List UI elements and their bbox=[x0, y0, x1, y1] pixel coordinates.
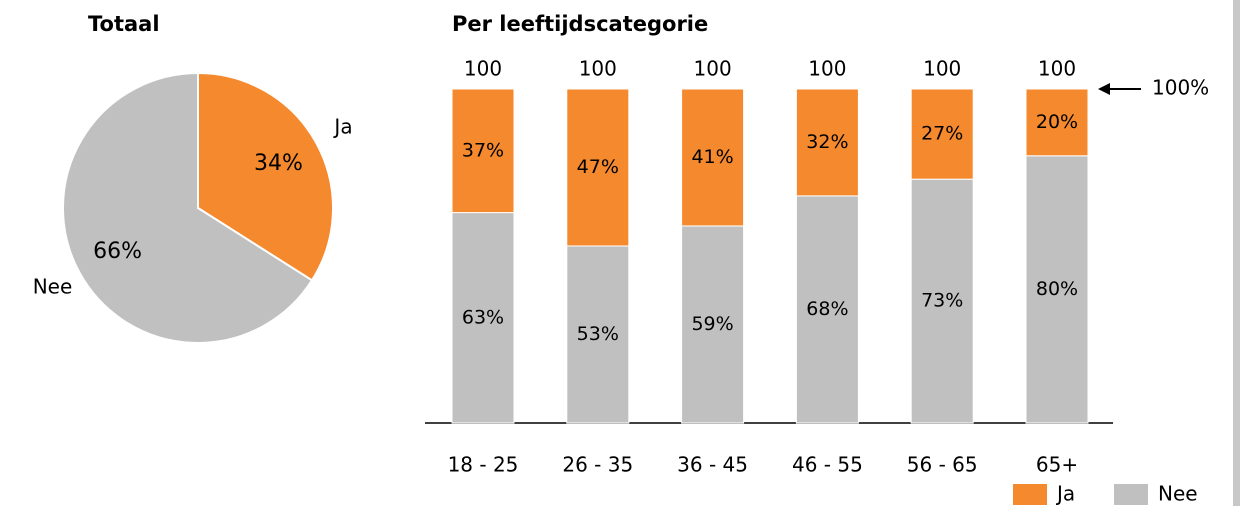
bar-value-label: 73% bbox=[921, 290, 963, 312]
bar-value-label: 32% bbox=[806, 131, 848, 153]
bar-segment bbox=[910, 178, 974, 424]
bar-segment bbox=[451, 212, 515, 424]
x-tick-label: 18 - 25 bbox=[448, 453, 519, 477]
scrollbar bbox=[1233, 0, 1240, 506]
bar-value-label: 20% bbox=[1036, 111, 1078, 133]
bar-segment bbox=[1025, 88, 1089, 157]
x-tick-label: 65+ bbox=[1036, 453, 1078, 477]
legend-swatch bbox=[1013, 484, 1047, 505]
bar-segment bbox=[795, 195, 859, 424]
x-tick-label: 26 - 35 bbox=[562, 453, 633, 477]
bar-value-label: 80% bbox=[1036, 278, 1078, 300]
bar-title: Per leeftijdscategorie bbox=[452, 12, 708, 36]
bar-segment bbox=[795, 88, 859, 197]
pie-category-label: Ja bbox=[332, 115, 352, 139]
bar-value-label: 68% bbox=[806, 298, 848, 320]
total-label: 100 bbox=[579, 57, 617, 81]
bar-value-label: 27% bbox=[921, 123, 963, 145]
legend-label: Ja bbox=[1055, 482, 1075, 506]
x-tick-label: 36 - 45 bbox=[677, 453, 748, 477]
bar-value-label: 59% bbox=[691, 313, 733, 335]
x-tick-label: 56 - 65 bbox=[907, 453, 978, 477]
total-label: 100 bbox=[464, 57, 502, 81]
bar-segment bbox=[566, 88, 630, 247]
total-label: 100 bbox=[808, 57, 846, 81]
bar-segment bbox=[451, 88, 515, 214]
bar-segment bbox=[910, 88, 974, 180]
bar-value-label: 63% bbox=[462, 306, 504, 328]
bar-value-label: 47% bbox=[577, 156, 619, 178]
bar-segment bbox=[681, 225, 745, 424]
pie-title: Totaal bbox=[88, 12, 160, 36]
bar-segment bbox=[681, 88, 745, 227]
bar-segment bbox=[1025, 155, 1089, 424]
pie-category-label: Nee bbox=[33, 274, 73, 298]
total-label: 100 bbox=[1038, 57, 1076, 81]
bar-value-label: 53% bbox=[577, 323, 619, 345]
legend-swatch bbox=[1114, 484, 1148, 505]
legend-label: Nee bbox=[1158, 482, 1198, 506]
annotation: 100% bbox=[1152, 76, 1209, 100]
pie-value-label: 66% bbox=[93, 239, 142, 264]
bar-value-label: 37% bbox=[462, 139, 504, 161]
bar-value-label: 41% bbox=[691, 146, 733, 168]
pie-value-label: 34% bbox=[254, 151, 303, 176]
bar-segment bbox=[566, 245, 630, 424]
annotation-arrowhead bbox=[1098, 83, 1110, 95]
x-tick-label: 46 - 55 bbox=[792, 453, 863, 477]
total-label: 100 bbox=[694, 57, 732, 81]
total-label: 100 bbox=[923, 57, 961, 81]
pie-slice bbox=[62, 71, 314, 344]
